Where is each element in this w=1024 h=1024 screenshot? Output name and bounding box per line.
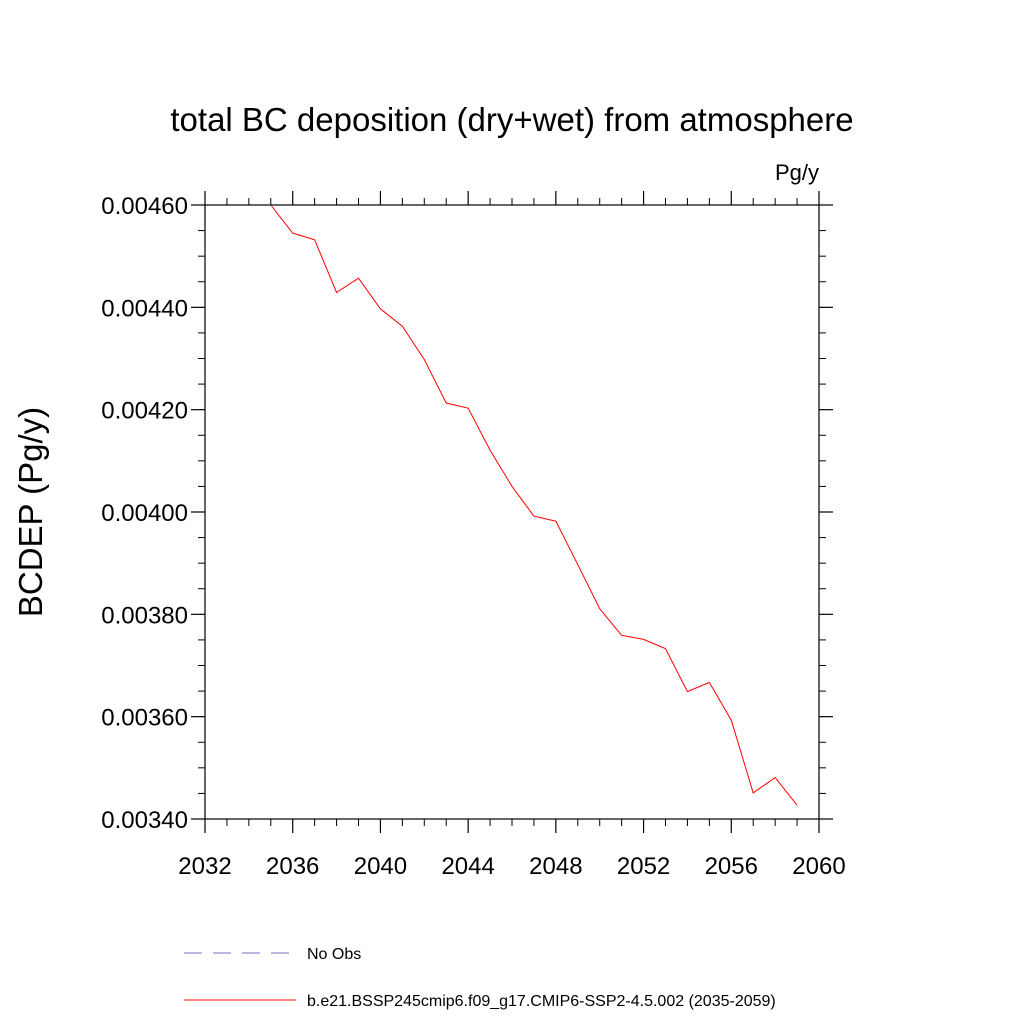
x-tick-label: 2052 <box>617 853 670 880</box>
x-tick-labels: 2032 2036 2040 2044 2048 2052 2056 2060 <box>178 853 845 880</box>
plot-frame <box>204 204 820 820</box>
y-tick-label: 0.00440 <box>101 295 188 322</box>
y-tick-label: 0.00460 <box>101 193 188 220</box>
y-tick-label: 0.00360 <box>101 705 188 732</box>
axis-ticks <box>191 191 833 833</box>
series-layer <box>270 204 798 806</box>
chart-title: total BC deposition (dry+wet) from atmos… <box>170 101 853 138</box>
x-tick-label: 2036 <box>266 853 319 880</box>
x-tick-label: 2048 <box>529 853 582 880</box>
x-tick-label: 2056 <box>705 853 758 880</box>
units-label: Pg/y <box>775 160 819 185</box>
y-tick-label: 0.00420 <box>101 398 188 425</box>
legend-entry-label: No Obs <box>307 946 361 963</box>
y-tick-label: 0.00340 <box>101 807 188 834</box>
legend: No Obs b.e21.BSSP245cmip6.f09_g17.CMIP6-S… <box>184 946 776 1010</box>
x-tick-label: 2040 <box>354 853 407 880</box>
x-tick-label: 2044 <box>441 853 494 880</box>
series-line <box>270 204 798 806</box>
y-axis-label: BCDEP (Pg/y) <box>12 407 49 617</box>
y-tick-label: 0.00380 <box>101 602 188 629</box>
x-tick-label: 2060 <box>792 853 845 880</box>
legend-entry-label: b.e21.BSSP245cmip6.f09_g17.CMIP6-SSP2-4.… <box>307 993 776 1010</box>
y-tick-labels: 0.00340 0.00360 0.00380 0.00400 0.00420 0.004… <box>101 193 188 834</box>
y-tick-label: 0.00400 <box>101 500 188 527</box>
x-tick-label: 2032 <box>178 853 231 880</box>
